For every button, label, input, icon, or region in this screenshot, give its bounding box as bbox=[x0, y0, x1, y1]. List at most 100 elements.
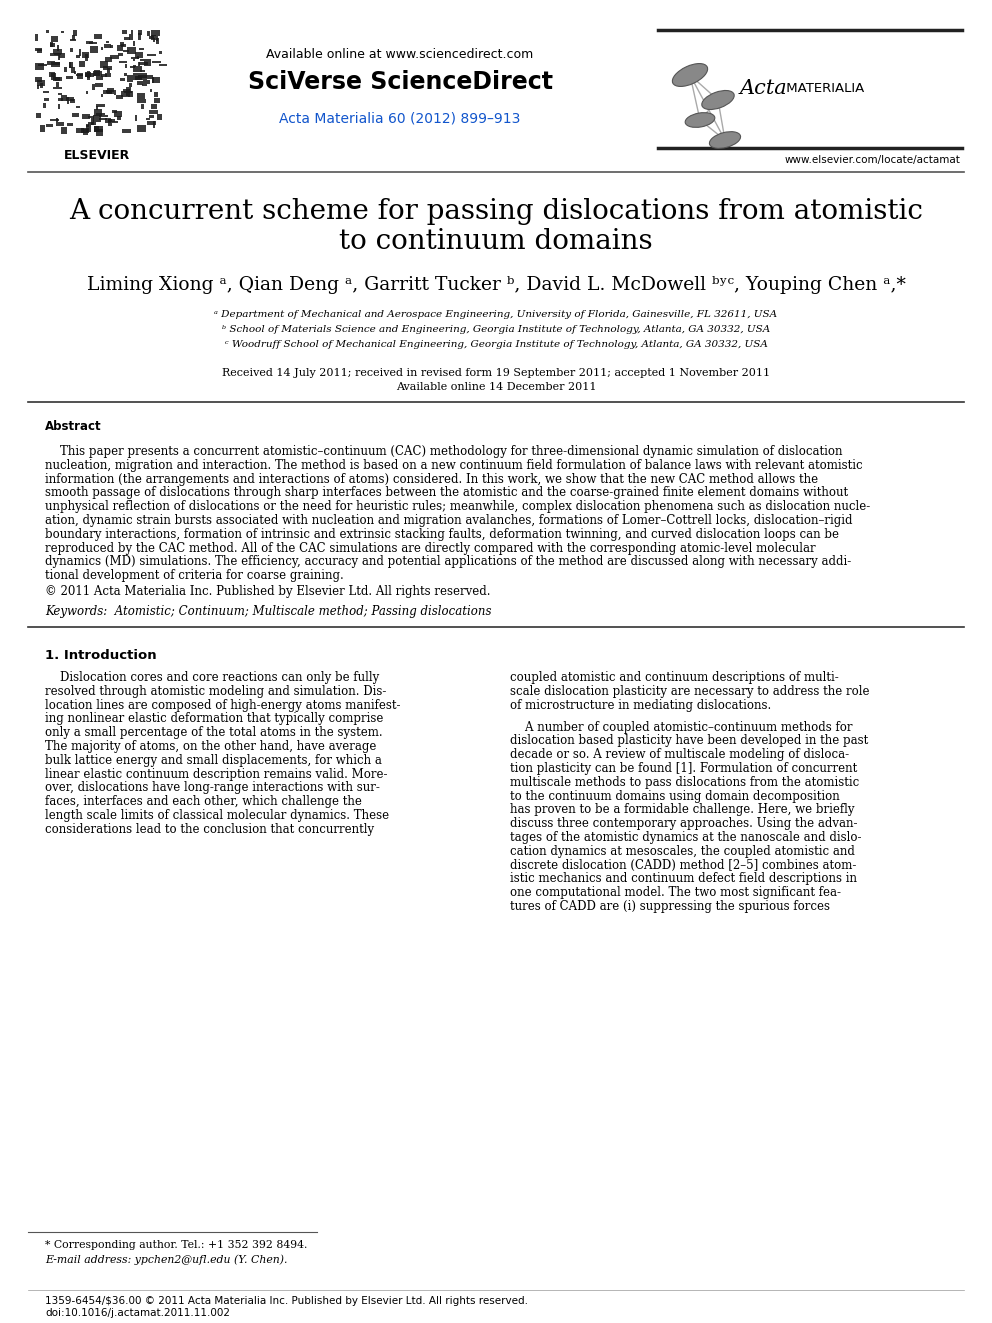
Text: www.elsevier.com/locate/actamat: www.elsevier.com/locate/actamat bbox=[784, 155, 960, 165]
Bar bbox=[70, 48, 73, 52]
Bar bbox=[104, 115, 108, 116]
Bar bbox=[58, 56, 60, 60]
Bar bbox=[141, 105, 144, 108]
Bar bbox=[47, 61, 55, 65]
Bar bbox=[100, 61, 108, 67]
Text: A concurrent scheme for passing dislocations from atomistic: A concurrent scheme for passing dislocat… bbox=[69, 198, 923, 225]
Bar bbox=[105, 57, 112, 62]
Text: 1359-6454/$36.00 © 2011 Acta Materialia Inc. Published by Elsevier Ltd. All righ: 1359-6454/$36.00 © 2011 Acta Materialia … bbox=[45, 1297, 528, 1306]
Bar bbox=[85, 73, 94, 77]
Text: nucleation, migration and interaction. The method is based on a new continuum fi: nucleation, migration and interaction. T… bbox=[45, 459, 863, 472]
Text: length scale limits of classical molecular dynamics. These: length scale limits of classical molecul… bbox=[45, 808, 389, 822]
Bar bbox=[106, 90, 114, 93]
Bar bbox=[83, 130, 88, 135]
Bar bbox=[106, 90, 112, 93]
Bar bbox=[79, 49, 81, 56]
Bar bbox=[152, 77, 154, 83]
Text: * Corresponding author. Tel.: +1 352 392 8494.: * Corresponding author. Tel.: +1 352 392… bbox=[45, 1240, 308, 1250]
Bar bbox=[64, 67, 67, 71]
Bar bbox=[94, 108, 102, 116]
Bar bbox=[82, 52, 89, 58]
Bar bbox=[107, 67, 110, 73]
Bar bbox=[122, 30, 127, 34]
Bar bbox=[66, 97, 74, 101]
Bar bbox=[87, 71, 90, 78]
Bar bbox=[149, 110, 158, 114]
Bar bbox=[92, 83, 95, 90]
Bar bbox=[142, 83, 147, 86]
Text: Available online at www.sciencedirect.com: Available online at www.sciencedirect.co… bbox=[267, 48, 534, 61]
Text: of microstructure in mediating dislocations.: of microstructure in mediating dislocati… bbox=[510, 699, 771, 712]
Bar bbox=[114, 111, 122, 116]
Text: This paper presents a concurrent atomistic–continuum (CAC) methodology for three: This paper presents a concurrent atomist… bbox=[45, 445, 842, 458]
Bar bbox=[85, 54, 88, 61]
Ellipse shape bbox=[685, 112, 715, 127]
Bar bbox=[54, 53, 61, 56]
Bar bbox=[40, 83, 43, 89]
Bar bbox=[76, 56, 80, 58]
Bar bbox=[149, 115, 154, 118]
Ellipse shape bbox=[701, 90, 734, 110]
Ellipse shape bbox=[709, 132, 741, 148]
Bar bbox=[110, 45, 113, 48]
Bar bbox=[72, 34, 75, 40]
Bar bbox=[58, 105, 60, 108]
Bar bbox=[50, 42, 53, 48]
Bar bbox=[37, 49, 42, 53]
Text: ᵇ School of Materials Science and Engineering, Georgia Institute of Technology, : ᵇ School of Materials Science and Engine… bbox=[222, 325, 770, 333]
Bar bbox=[96, 112, 105, 115]
Bar bbox=[137, 93, 145, 99]
Bar bbox=[125, 64, 127, 67]
Text: tional development of criteria for coarse graining.: tional development of criteria for coars… bbox=[45, 569, 344, 582]
Text: one computational model. The two most significant fea-: one computational model. The two most si… bbox=[510, 886, 841, 900]
Bar bbox=[122, 130, 131, 134]
Bar bbox=[69, 62, 71, 67]
Bar bbox=[82, 114, 90, 119]
Text: The majority of atoms, on the other hand, have average: The majority of atoms, on the other hand… bbox=[45, 740, 376, 753]
Bar bbox=[88, 116, 94, 118]
Bar bbox=[120, 42, 124, 46]
Bar bbox=[76, 106, 80, 108]
Bar bbox=[35, 77, 42, 82]
Bar bbox=[56, 82, 59, 87]
Bar bbox=[135, 52, 143, 58]
Bar bbox=[147, 30, 150, 36]
Bar bbox=[139, 48, 144, 50]
Bar bbox=[86, 41, 93, 44]
Text: dynamics (MD) simulations. The efficiency, accuracy and potential applications o: dynamics (MD) simulations. The efficienc… bbox=[45, 556, 851, 569]
Bar bbox=[149, 36, 154, 38]
Text: dislocation based plasticity have been developed in the past: dislocation based plasticity have been d… bbox=[510, 734, 868, 747]
Text: linear elastic continuum description remains valid. More-: linear elastic continuum description rem… bbox=[45, 767, 388, 781]
Bar bbox=[137, 99, 146, 103]
Text: ation, dynamic strain bursts associated with nucleation and migration avalanches: ation, dynamic strain bursts associated … bbox=[45, 515, 852, 527]
Bar bbox=[86, 124, 91, 132]
Bar bbox=[133, 66, 142, 71]
Text: Received 14 July 2011; received in revised form 19 September 2011; accepted 1 No: Received 14 July 2011; received in revis… bbox=[222, 368, 770, 378]
Text: scale dislocation plasticity are necessary to address the role: scale dislocation plasticity are necessa… bbox=[510, 685, 870, 697]
Bar bbox=[59, 53, 65, 58]
Bar bbox=[137, 81, 143, 85]
Text: Acta: Acta bbox=[740, 78, 788, 98]
Bar bbox=[126, 91, 128, 97]
Text: Abstract: Abstract bbox=[45, 419, 101, 433]
Text: MATERIALIA: MATERIALIA bbox=[782, 82, 864, 94]
Bar bbox=[103, 66, 112, 70]
Text: Liming Xiong ᵃ, Qian Deng ᵃ, Garritt Tucker ᵇ, David L. McDowell ᵇʸᶜ, Youping Ch: Liming Xiong ᵃ, Qian Deng ᵃ, Garritt Tuc… bbox=[86, 277, 906, 294]
Bar bbox=[117, 45, 123, 52]
Bar bbox=[138, 75, 147, 78]
Bar bbox=[117, 116, 121, 120]
Bar bbox=[57, 45, 59, 52]
Text: discrete dislocation (CADD) method [2–5] combines atom-: discrete dislocation (CADD) method [2–5]… bbox=[510, 859, 856, 872]
Bar bbox=[94, 34, 102, 38]
Bar bbox=[61, 95, 67, 101]
Bar bbox=[151, 105, 157, 108]
Text: 1. Introduction: 1. Introduction bbox=[45, 650, 157, 662]
Text: only a small percentage of the total atoms in the system.: only a small percentage of the total ato… bbox=[45, 726, 383, 740]
Bar bbox=[36, 112, 41, 118]
Bar bbox=[130, 66, 135, 67]
Bar bbox=[114, 90, 116, 95]
Bar bbox=[70, 99, 75, 103]
Bar bbox=[35, 48, 42, 52]
Text: coupled atomistic and continuum descriptions of multi-: coupled atomistic and continuum descript… bbox=[510, 671, 839, 684]
Bar bbox=[146, 118, 150, 120]
